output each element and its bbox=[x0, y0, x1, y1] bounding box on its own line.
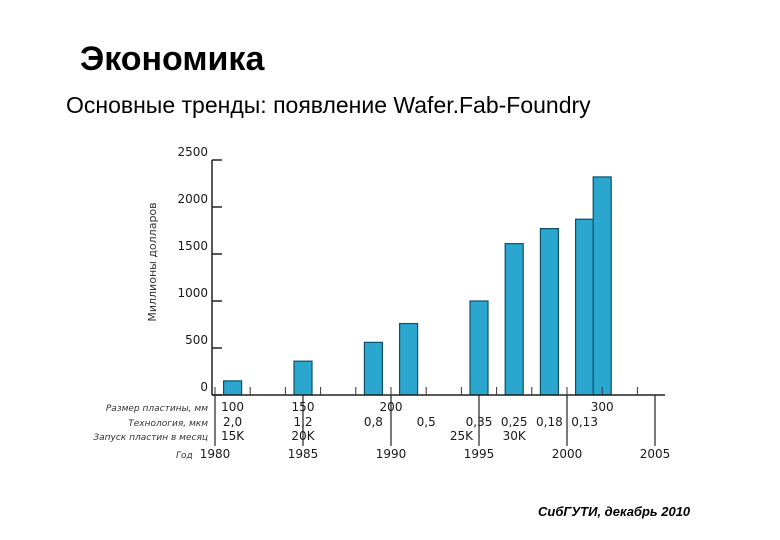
year-axis-label: Год bbox=[176, 451, 193, 461]
y-tick-label: 500 bbox=[185, 333, 208, 347]
info-row-value: 300 bbox=[591, 400, 614, 414]
info-row-value: 25K bbox=[450, 429, 474, 443]
bar bbox=[539, 228, 560, 396]
info-rows: Размер пластины, мм 100 150 200 300 Технологи… bbox=[93, 400, 613, 443]
bar bbox=[592, 176, 612, 396]
bar bbox=[223, 380, 243, 396]
info-row-label: Запуск пластин в месяц bbox=[93, 433, 208, 443]
y-tick-label: 2000 bbox=[177, 192, 208, 206]
year-tick-label: 1980 bbox=[200, 447, 231, 461]
year-tick-label: 2005 bbox=[640, 447, 671, 461]
info-row-value: 15K bbox=[221, 429, 245, 443]
info-row-value: 2,0 bbox=[223, 415, 242, 429]
info-row-value: 1,2 bbox=[293, 415, 312, 429]
y-tick-label: 2500 bbox=[177, 145, 208, 159]
info-row-label: Технология, мкм bbox=[128, 419, 208, 429]
y-tick-label: 1500 bbox=[177, 239, 208, 253]
info-row-value: 0,25 bbox=[501, 415, 528, 429]
bar bbox=[399, 322, 419, 396]
bar bbox=[574, 218, 595, 396]
info-row-value: 0,18 bbox=[536, 415, 563, 429]
info-row-value: 200 bbox=[380, 400, 403, 414]
bar bbox=[363, 341, 383, 396]
y-axis-label: Миллионы долларов bbox=[146, 202, 159, 321]
y-tick-label: 1000 bbox=[177, 286, 208, 300]
slide-title: Экономика bbox=[80, 40, 265, 78]
info-row-value: 100 bbox=[221, 400, 244, 414]
year-tick-label: 1985 bbox=[288, 447, 319, 461]
slide-subtitle: Основные тренды: появление Wafer.Fab-Fou… bbox=[66, 92, 591, 118]
year-tick-label: 2000 bbox=[552, 447, 583, 461]
info-row-value: 0,13 bbox=[571, 415, 598, 429]
bar bbox=[293, 360, 313, 396]
info-row-value: 20K bbox=[291, 429, 315, 443]
info-row-value: 150 bbox=[292, 400, 315, 414]
slide-footer: СибГУТИ, декабрь 2010 bbox=[538, 504, 691, 519]
year-tick-label: 1995 bbox=[464, 447, 495, 461]
info-row-value: 0,8 bbox=[364, 415, 383, 429]
x-axis: Год 1980 1985 1990 1995 2000 2005 bbox=[176, 387, 670, 461]
info-row-label: Размер пластины, мм bbox=[106, 404, 208, 414]
bar bbox=[469, 300, 489, 396]
bars-group bbox=[223, 176, 612, 396]
info-row-value: 0,35 bbox=[466, 415, 493, 429]
year-tick-label: 1990 bbox=[376, 447, 407, 461]
y-axis: 0 500 1000 1500 2000 2500 bbox=[177, 145, 222, 396]
info-row-value: 30K bbox=[503, 429, 527, 443]
info-row-value: 0,5 bbox=[417, 415, 436, 429]
bar bbox=[504, 243, 524, 396]
y-tick-label: 0 bbox=[200, 380, 208, 394]
